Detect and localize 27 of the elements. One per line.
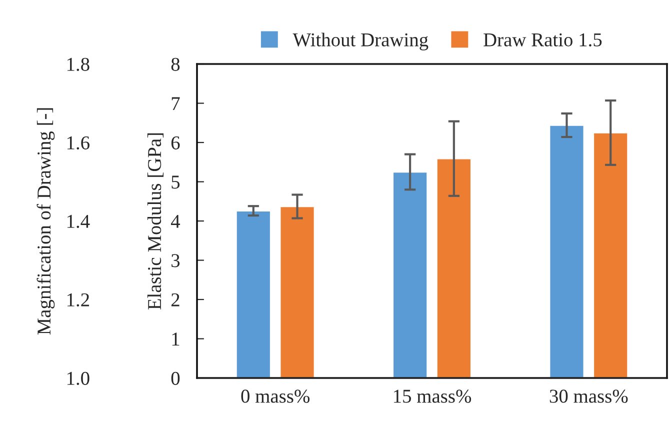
- y2-tick-label: 1.8: [67, 58, 90, 72]
- bar: [235, 210, 272, 378]
- y2-tick-label: 1.6: [67, 136, 90, 150]
- y-tick-label: 3: [172, 254, 180, 268]
- bar: [436, 158, 472, 378]
- bar: [548, 124, 585, 378]
- y2-tick-label: 1.4: [67, 214, 90, 228]
- bar: [392, 171, 428, 378]
- y-axis-title: Elastic Modulus [GPa]: [147, 133, 164, 310]
- y2-tick-label: 1.0: [67, 372, 90, 386]
- legend-label: Without Drawing: [292, 32, 428, 50]
- y2-axis-title: Magnification of Drawing [-]: [36, 108, 55, 335]
- x-tick-label: 15 mass%: [394, 390, 472, 403]
- y-tick-label: 5: [172, 176, 180, 189]
- bar: [592, 132, 629, 378]
- x-tick-label: 0 mass%: [241, 390, 310, 403]
- y2-tick-label: 1.2: [67, 293, 89, 307]
- y-tick-label: 2: [171, 293, 180, 306]
- y-tick-label: 6: [171, 136, 180, 150]
- bar: [279, 206, 316, 378]
- y-tick-label: 4: [170, 214, 180, 228]
- y-tick-label: 0: [171, 372, 180, 385]
- y-tick-label: 1: [172, 332, 180, 346]
- y-tick-label: 8: [171, 58, 180, 71]
- legend-label: Draw Ratio 1.5: [484, 33, 602, 46]
- y-tick-label: 7: [172, 97, 180, 110]
- x-tick-label: 30 mass%: [550, 390, 628, 403]
